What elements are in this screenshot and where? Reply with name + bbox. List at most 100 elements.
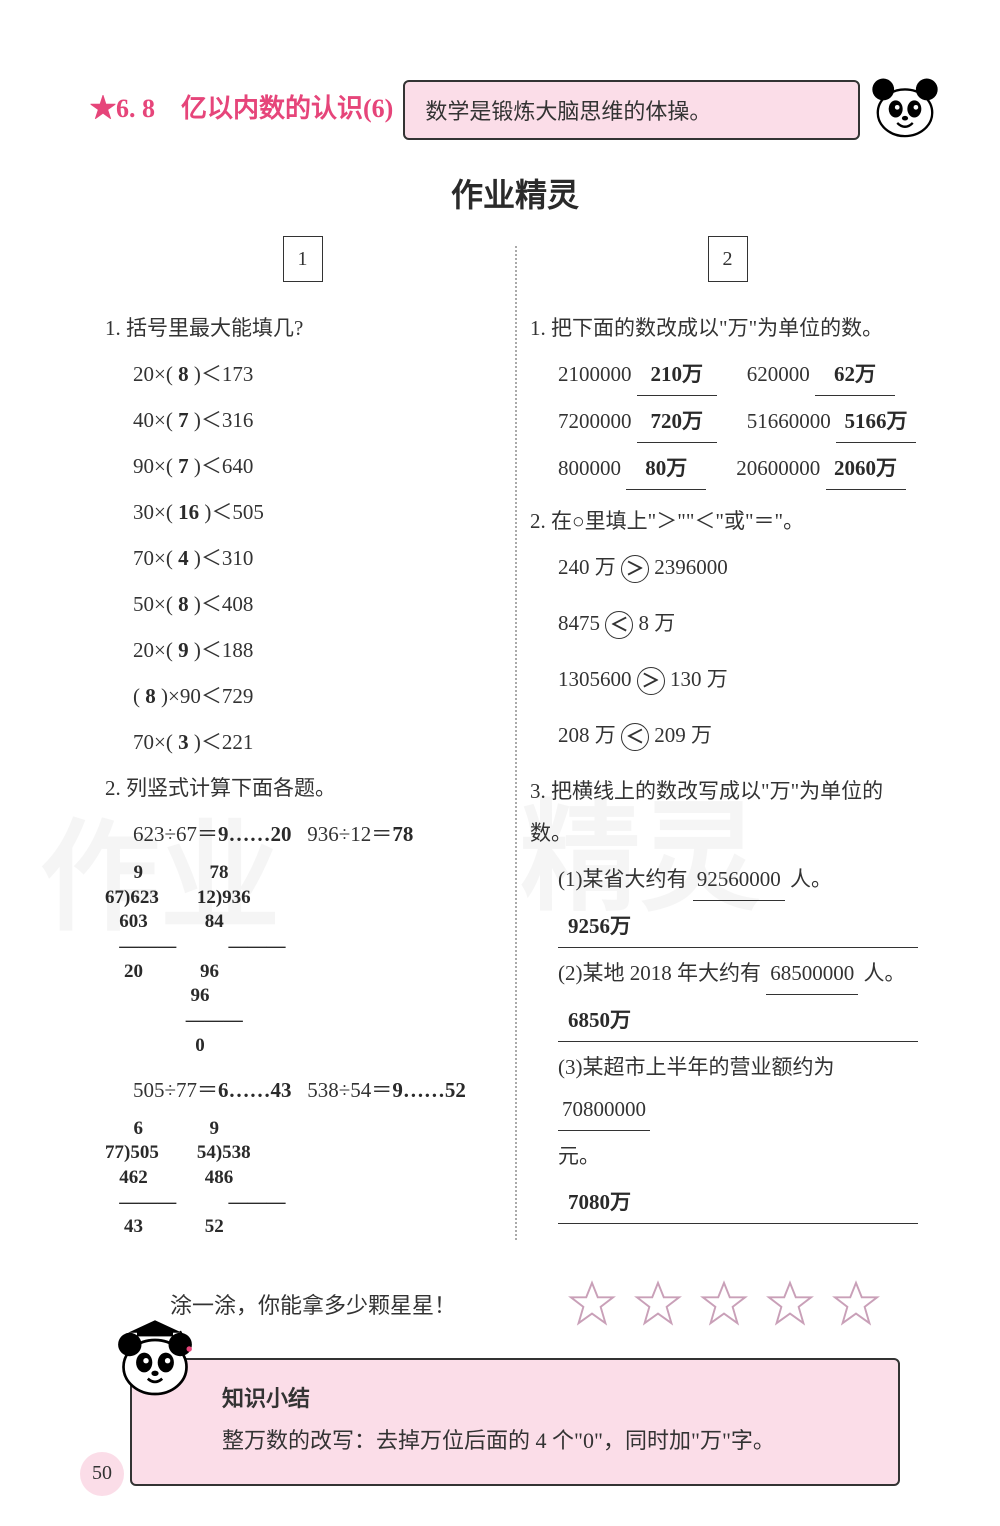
- panda-graduate-icon: [110, 1313, 200, 1403]
- summary-label: 知识小结: [222, 1378, 868, 1420]
- sentence-post: 人。: [785, 867, 832, 891]
- compare-left: 240 万: [558, 555, 616, 579]
- long-division-work: 9 78 67)623 12)936 603 84 ——— ——— 20 96 …: [105, 861, 500, 1059]
- expr: 936÷12＝: [307, 822, 392, 846]
- answer: 6850万: [558, 999, 918, 1042]
- star-icon[interactable]: [832, 1280, 880, 1328]
- given-number: 92560000: [693, 858, 785, 901]
- summary-wrap: 知识小结 整万数的改写：去掉万位后面的 4 个"0"，同时加"万"字。: [90, 1358, 940, 1486]
- answer: ＞: [621, 555, 649, 583]
- expr: 538÷54＝: [307, 1078, 392, 1102]
- star-icon[interactable]: [700, 1280, 748, 1328]
- expr-post: )＜316: [194, 408, 254, 432]
- answer: 8: [173, 592, 194, 616]
- given-number: 70800000: [558, 1088, 650, 1131]
- compare-left: 208 万: [558, 723, 616, 747]
- left-q2-row2: 505÷77＝6……43 538÷54＝9……52: [105, 1069, 500, 1111]
- answer-line: 7080万: [530, 1181, 925, 1224]
- compare-right: 209 万: [654, 723, 712, 747]
- answer: 80万: [626, 447, 706, 490]
- expr-pre: 70×(: [133, 730, 173, 754]
- compare-item: 240 万 ＞ 2396000: [530, 546, 925, 588]
- answer: 2060万: [826, 447, 906, 490]
- rewrite-item: (1)某省大约有 92560000 人。: [530, 858, 925, 901]
- left-q2-title: 2. 列竖式计算下面各题。: [105, 767, 500, 809]
- expr-pre: 70×(: [133, 546, 173, 570]
- stars-row: 涂一涂，你能拿多少颗星星！: [90, 1280, 940, 1328]
- given-number: 68500000: [766, 952, 858, 995]
- number: 800000: [558, 456, 621, 480]
- answer: 78: [392, 822, 413, 846]
- sentence-pre: (3)某超市上半年的营业额约为: [558, 1055, 835, 1079]
- answer: 8: [140, 684, 161, 708]
- right-q2-title: 2. 在○里填上"＞""＜"或"＝"。: [530, 500, 925, 542]
- fill-blank-item: 20×( 9 )＜188: [105, 629, 500, 671]
- compare-right: 2396000: [654, 555, 728, 579]
- fill-blank-item: ( 8 )×90＜729: [105, 675, 500, 717]
- stars-prompt: 涂一涂，你能拿多少颗星星！: [170, 1288, 456, 1320]
- expr-pre: 40×(: [133, 408, 173, 432]
- answer: 9256万: [558, 905, 918, 948]
- sentence-pre: (1)某省大约有: [558, 867, 693, 891]
- star-icon[interactable]: [568, 1280, 616, 1328]
- answer: 4: [173, 546, 194, 570]
- summary-box: 知识小结 整万数的改写：去掉万位后面的 4 个"0"，同时加"万"字。: [130, 1358, 900, 1486]
- rewrite-item: (3)某超市上半年的营业额约为 70800000: [530, 1046, 925, 1131]
- fill-blank-item: 90×( 7 )＜640: [105, 445, 500, 487]
- fill-blank-item: 70×( 4 )＜310: [105, 537, 500, 579]
- answer: ＞: [637, 667, 665, 695]
- left-column: 1 1. 括号里最大能填几? 20×( 8 )＜17340×( 7 )＜3169…: [90, 236, 515, 1240]
- sentence-post: 人。: [858, 961, 905, 985]
- answer: 7: [173, 408, 194, 432]
- content-columns: 1 1. 括号里最大能填几? 20×( 8 )＜17340×( 7 )＜3169…: [90, 236, 940, 1240]
- expr-post: )＜408: [194, 592, 254, 616]
- expr-post: )＜173: [194, 362, 254, 386]
- expr: 505÷77＝: [133, 1078, 218, 1102]
- expr-pre: 20×(: [133, 362, 173, 386]
- expr-post: )×90＜729: [161, 684, 253, 708]
- answer-line: 6850万: [530, 999, 925, 1042]
- page-number: 50: [80, 1452, 124, 1496]
- column-divider: [515, 246, 517, 1240]
- answer: 3: [173, 730, 194, 754]
- answer: 720万: [637, 400, 717, 443]
- compare-right: 8 万: [639, 611, 676, 635]
- sentence-cont: 元。: [530, 1135, 925, 1177]
- section-title: ★6. 8 亿以内数的认识(6): [90, 80, 393, 125]
- fill-blank-item: 50×( 8 )＜408: [105, 583, 500, 625]
- fill-blank-item: 40×( 7 )＜316: [105, 399, 500, 441]
- expr: 623÷67＝: [133, 822, 218, 846]
- right-q3-title: 3. 把横线上的数改写成以"万"为单位的数。: [530, 770, 925, 854]
- expr-pre: (: [133, 684, 140, 708]
- number: 2100000: [558, 362, 632, 386]
- right-column: 2 1. 把下面的数改成以"万"为单位的数。 2100000 210万62000…: [515, 236, 940, 1240]
- number: 7200000: [558, 409, 632, 433]
- sentence-pre: (2)某地 2018 年大约有: [558, 961, 766, 985]
- expr-post: )＜310: [194, 546, 254, 570]
- homework-title: 作业精灵: [90, 170, 940, 216]
- number: 51660000: [747, 409, 831, 433]
- expr-post: )＜505: [204, 500, 264, 524]
- fill-blank-item: 30×( 16 )＜505: [105, 491, 500, 533]
- answer: 9……52: [392, 1078, 466, 1102]
- star-icon[interactable]: [634, 1280, 682, 1328]
- expr-pre: 50×(: [133, 592, 173, 616]
- answer: 7: [173, 454, 194, 478]
- fill-blank-item: 70×( 3 )＜221: [105, 721, 500, 763]
- answer: ＜: [621, 723, 649, 751]
- answer: 210万: [637, 353, 717, 396]
- left-box-number: 1: [283, 236, 323, 282]
- answer: 9: [173, 638, 194, 662]
- expr-post: )＜188: [194, 638, 254, 662]
- answer: 7080万: [558, 1181, 918, 1224]
- summary-text: 整万数的改写：去掉万位后面的 4 个"0"，同时加"万"字。: [222, 1420, 868, 1462]
- left-q2-row1: 623÷67＝9……20 936÷12＝78: [105, 813, 500, 855]
- quote-box: 数学是锻炼大脑思维的体操。: [403, 80, 860, 140]
- right-q1-title: 1. 把下面的数改成以"万"为单位的数。: [530, 307, 925, 349]
- star-icon[interactable]: [766, 1280, 814, 1328]
- expr-pre: 90×(: [133, 454, 173, 478]
- fill-blank-item: 20×( 8 )＜173: [105, 353, 500, 395]
- expr-post: )＜221: [194, 730, 254, 754]
- answer-line: 9256万: [530, 905, 925, 948]
- compare-item: 208 万 ＜ 209 万: [530, 714, 925, 756]
